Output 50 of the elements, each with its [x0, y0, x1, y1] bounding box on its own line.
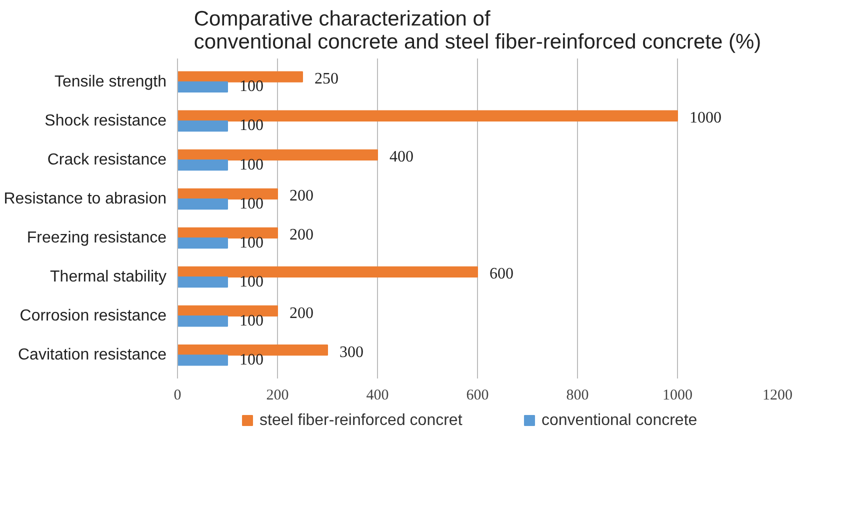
x-tick-label: 400 — [366, 388, 389, 404]
legend-label: conventional concrete — [542, 412, 698, 429]
bar — [178, 110, 678, 122]
legend-label: steel fiber-reinforced concret — [260, 412, 463, 429]
y-tick-label: Crack resistance — [47, 151, 167, 168]
y-tick-label: Resistance to abrasion — [4, 190, 167, 208]
bar — [178, 266, 478, 278]
x-tick-label: 200 — [266, 388, 289, 404]
bar — [178, 198, 228, 210]
x-tick-label: 1000 — [662, 388, 692, 404]
bar — [178, 238, 228, 249]
data-label: 100 — [240, 195, 264, 212]
data-label: 100 — [240, 273, 264, 290]
bar — [178, 316, 228, 327]
bar — [178, 159, 228, 171]
bar — [178, 227, 278, 239]
y-tick-label: Cavitation resistance — [18, 346, 167, 364]
data-label: 100 — [240, 312, 264, 330]
data-label: 300 — [340, 344, 364, 361]
data-label: 1000 — [690, 110, 722, 127]
data-label: 100 — [240, 234, 264, 252]
bar — [178, 354, 228, 366]
data-label: 100 — [240, 117, 264, 134]
chart-title: Comparative characterization of conventional concrete and steel fiber-reinforced concrete (%) — [194, 8, 762, 54]
y-tick-label: Freezing resistance — [26, 230, 167, 247]
y-tick-label: Thermal stability — [50, 268, 167, 286]
bar — [178, 81, 228, 93]
bar — [178, 120, 228, 132]
bar — [178, 276, 228, 288]
y-tick-label: Shock resistance — [44, 112, 167, 130]
x-tick-label: 600 — [466, 388, 489, 404]
bar — [178, 149, 378, 160]
data-label: 100 — [240, 78, 264, 96]
x-tick-label: 1200 — [762, 388, 792, 404]
x-tick-label: 0 — [174, 388, 182, 404]
bar — [178, 305, 278, 317]
y-tick-label: Corrosion resistance — [20, 308, 167, 325]
bar — [178, 188, 278, 200]
data-label: 200 — [290, 226, 314, 244]
data-label: 200 — [290, 188, 314, 205]
data-label: 250 — [314, 70, 338, 88]
x-tick-label: 800 — [566, 388, 589, 404]
bar — [178, 71, 303, 82]
data-label: 200 — [290, 304, 314, 322]
data-label: 100 — [240, 156, 264, 174]
y-tick-label: Tensile strength — [54, 73, 166, 90]
bar — [178, 344, 328, 356]
data-label: 600 — [490, 266, 514, 283]
data-label: 400 — [390, 148, 414, 166]
data-label: 100 — [240, 351, 264, 368]
